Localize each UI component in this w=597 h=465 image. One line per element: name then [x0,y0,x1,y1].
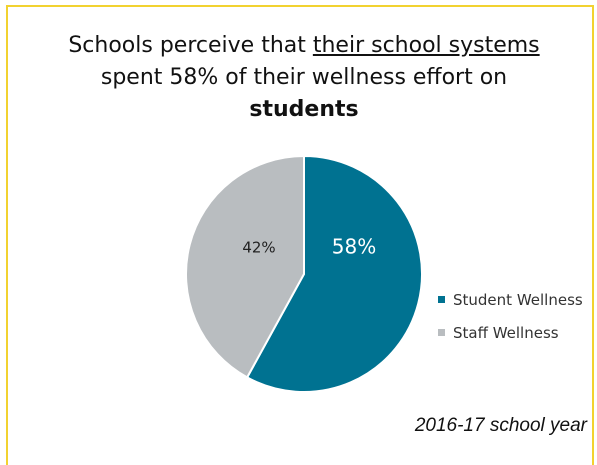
title-line-1: Schools perceive that their school syste… [10,30,597,62]
legend-item-staff: Staff Wellness [438,321,583,344]
pie-slice-student [245,154,423,393]
legend-swatch-student [438,296,445,303]
legend-label-student: Student Wellness [453,290,583,309]
chart-frame [6,5,594,465]
title-part1: Schools perceive that [68,33,313,58]
legend-item-student: Student Wellness [438,288,583,311]
legend-label-staff: Staff Wellness [453,323,559,342]
title-underline: their school systems [312,33,540,58]
chart-title: Schools perceive that their school syste… [10,30,597,126]
pie-slice-staff [185,154,305,379]
pie-group [185,154,423,393]
legend-swatch-staff [438,329,445,336]
pie-labels: 58% 42% [242,235,376,259]
title-line-3: students [249,97,359,122]
pie-label-student: 58% [332,235,376,259]
pie-chart: 58% 42% [185,154,423,393]
pie-label-staff: 42% [242,239,275,257]
footnote: 2016-17 school year [414,415,587,436]
title-line-2: spent 58% of their wellness effort on [100,65,508,90]
legend: Student Wellness Staff Wellness [438,288,583,354]
